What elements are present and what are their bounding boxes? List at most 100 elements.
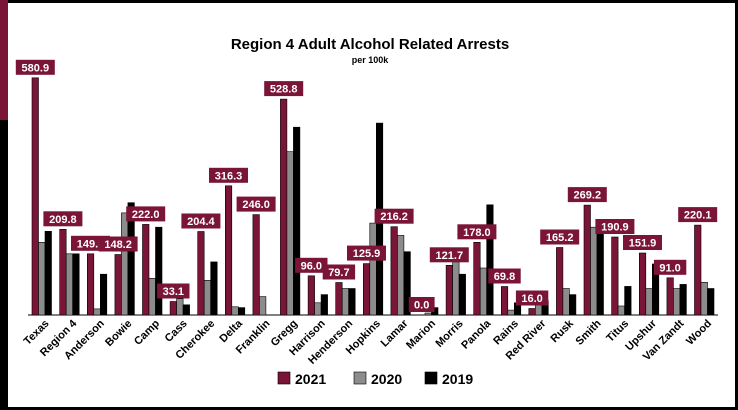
bar-2021-camp — [142, 224, 150, 316]
x-tick-rusk: Rusk — [549, 317, 577, 345]
bar-2020-cherokee — [203, 279, 211, 316]
bar-2019-bowie — [127, 202, 135, 316]
data-label-camp: 222.0 — [132, 209, 160, 221]
bar-2019-cherokee — [210, 261, 218, 316]
bar-2019-panola — [486, 204, 494, 316]
data-label-box — [181, 213, 221, 229]
bar-2019-smith — [596, 226, 604, 316]
data-label-box — [595, 219, 635, 234]
bar-2021-panola — [473, 242, 481, 316]
bar-2020-bowie — [121, 212, 129, 316]
bar-2020-panola — [479, 267, 488, 316]
data-label-panola: 178.0 — [463, 227, 491, 239]
data-label-box — [98, 236, 138, 252]
data-label-rusk: 165.2 — [546, 232, 574, 244]
data-label-box — [678, 207, 718, 223]
x-tick-bowie: Bowie — [103, 318, 134, 349]
legend-swatch-2021 — [277, 371, 291, 385]
bar-2020-henderson — [341, 288, 350, 316]
bar-2021-cherokee — [197, 231, 205, 316]
bar-2019-texas — [44, 231, 52, 316]
bar-2021-region-4 — [59, 229, 67, 316]
data-label-cass: 33.1 — [163, 286, 184, 298]
bar-2019-cass — [182, 304, 190, 316]
data-label-smith: 269.2 — [574, 190, 602, 202]
bar-2019-van-zandt — [679, 284, 687, 316]
bar-2020-marion — [424, 312, 432, 316]
bar-2020-wood — [700, 281, 708, 316]
data-label-box — [236, 196, 276, 212]
bar-2020-franklin — [259, 296, 267, 316]
bar-2020-lamar — [397, 235, 405, 316]
data-label-box — [322, 264, 356, 280]
bar-2019-region-4 — [72, 253, 80, 316]
bar-2021-rains — [500, 286, 509, 316]
data-label-box — [347, 245, 386, 261]
bar-2020-cass — [176, 298, 184, 316]
data-label-van-zandt: 91.0 — [659, 262, 680, 274]
data-label-box — [408, 297, 435, 312]
data-label-box — [157, 283, 190, 299]
bar-2021-cass — [169, 301, 177, 316]
data-label-lamar: 216.2 — [380, 211, 408, 223]
data-label-box — [264, 81, 304, 97]
data-label-box — [567, 187, 607, 203]
data-label-box — [653, 259, 687, 275]
data-label-cherokee: 204.4 — [187, 216, 215, 228]
bar-2020-rains — [507, 309, 515, 316]
data-label-box — [374, 208, 414, 224]
legend-label-2019: 2019 — [442, 371, 473, 387]
data-label-bowie: 148.2 — [104, 239, 132, 251]
bar-2019-titus — [624, 286, 632, 316]
bar-2021-gregg — [280, 98, 288, 316]
data-label-hopkins: 125.9 — [353, 248, 381, 260]
bar-2021-anderson — [87, 253, 95, 316]
bar-2021-lamar — [390, 226, 398, 316]
bar-2020-van-zandt — [673, 288, 681, 316]
bar-2020-red-river — [534, 304, 543, 316]
x-tick-smith: Smith — [574, 317, 604, 347]
data-label-morris: 121.7 — [436, 250, 464, 262]
bar-2020-titus — [617, 305, 625, 316]
bar-2021-rusk — [556, 247, 564, 316]
bar-2020-hopkins — [369, 222, 377, 316]
data-label-titus: 190.9 — [601, 222, 629, 234]
bar-2020-anderson — [93, 308, 101, 316]
bar-2020-smith — [590, 226, 598, 316]
bar-2021-van-zandt — [666, 277, 674, 316]
bar-2021-smith — [583, 204, 591, 316]
legend-swatch-2019 — [424, 371, 438, 385]
legend-label-2020: 2020 — [371, 371, 402, 387]
bar-2021-franklin — [252, 214, 260, 316]
bar-2021-hopkins — [362, 263, 371, 316]
data-label-wood: 220.1 — [684, 210, 712, 222]
bar-2020-harrison — [314, 302, 322, 316]
data-label-anderson: 149.8 — [77, 238, 105, 250]
x-tick-marion: Marion — [404, 317, 438, 351]
data-label-texas: 580.9 — [22, 62, 50, 74]
bar-2021-bowie — [114, 254, 122, 316]
data-label-box — [429, 247, 469, 263]
bar-2019-camp — [155, 226, 163, 316]
bar-2019-wood — [707, 288, 715, 316]
data-label-upshur: 151.9 — [629, 238, 657, 250]
x-tick-camp: Camp — [132, 317, 162, 347]
data-label-box — [457, 224, 497, 240]
bar-2021-red-river — [528, 308, 536, 316]
bar-2020-delta — [231, 306, 239, 316]
data-label-franklin: 246.0 — [242, 199, 270, 211]
bar-2019-rusk — [569, 294, 577, 316]
data-label-region-4: 209.8 — [49, 214, 77, 226]
bar-2019-morris — [458, 273, 466, 316]
bar-2019-delta — [238, 307, 246, 316]
bar-2019-anderson — [100, 273, 108, 316]
bar-2020-region-4 — [65, 253, 73, 316]
bar-2020-camp — [148, 277, 156, 316]
bar-2021-texas — [31, 77, 39, 316]
bar-2019-gregg — [293, 126, 301, 316]
data-label-box — [15, 59, 55, 75]
x-tick-panola: Panola — [459, 317, 494, 352]
data-label-marion: 0.0 — [414, 300, 429, 312]
